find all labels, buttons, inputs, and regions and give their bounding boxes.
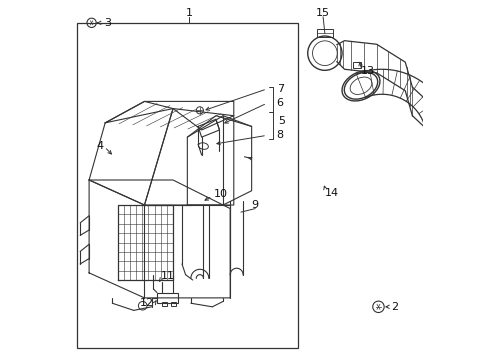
Text: 10: 10 (214, 189, 228, 199)
Text: 5: 5 (277, 116, 284, 126)
Text: 15: 15 (315, 8, 329, 18)
Bar (170, 302, 176, 306)
Bar (352, 62, 360, 68)
Text: 8: 8 (276, 130, 283, 140)
Text: 3: 3 (104, 18, 111, 28)
Text: 2: 2 (390, 302, 397, 312)
Text: 9: 9 (251, 200, 258, 210)
Bar (162, 302, 166, 306)
Text: 14: 14 (325, 188, 338, 198)
Bar (316, 29, 332, 37)
Text: 12: 12 (140, 297, 154, 307)
Text: 7: 7 (276, 84, 283, 94)
Text: 13: 13 (360, 66, 374, 76)
Text: 6: 6 (276, 98, 283, 108)
Text: 11: 11 (161, 271, 174, 281)
Text: 1: 1 (185, 8, 192, 18)
Text: 4: 4 (96, 141, 103, 151)
Bar (157, 293, 178, 303)
Bar (77, 23, 298, 348)
